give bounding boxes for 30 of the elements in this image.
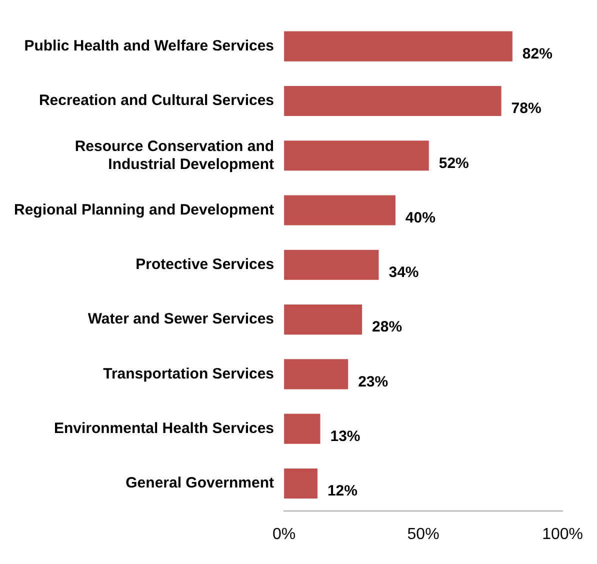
y-tick-label: Water and Sewer Services [88,310,274,328]
bar [284,414,320,444]
data-label: 82% [522,45,552,62]
data-label: 40% [405,209,436,226]
data-label: 28% [372,318,402,336]
x-tick-label: 50% [407,526,440,543]
data-label: 13% [330,428,360,445]
y-tick-label: Resource Conservation and Industrial Development [74,138,274,173]
bar [284,31,512,62]
data-label: 34% [388,264,419,282]
x-tick-label: 0% [272,526,296,543]
bar [284,195,396,226]
bar [284,359,348,390]
y-tick-label: Public Health and Welfare Services [24,37,274,54]
y-tick-label: Regional Planning and Development [14,201,274,218]
bar [284,468,318,499]
y-tick-label: General Government [126,474,274,492]
data-label: 12% [327,482,358,500]
data-label: 52% [438,154,469,172]
y-tick-label: Transportation Services [103,365,274,382]
bar [284,250,379,280]
y-tick-label: Protective Services [136,256,274,274]
bar [284,140,429,171]
data-label: 23% [358,373,388,390]
x-tick-label: 100% [542,526,583,543]
bar [284,304,362,335]
y-tick-label: Recreation and Cultural Services [38,92,274,110]
y-tick-label: Environmental Health Services [54,420,274,437]
data-label: 78% [511,100,542,118]
bar [284,86,502,116]
